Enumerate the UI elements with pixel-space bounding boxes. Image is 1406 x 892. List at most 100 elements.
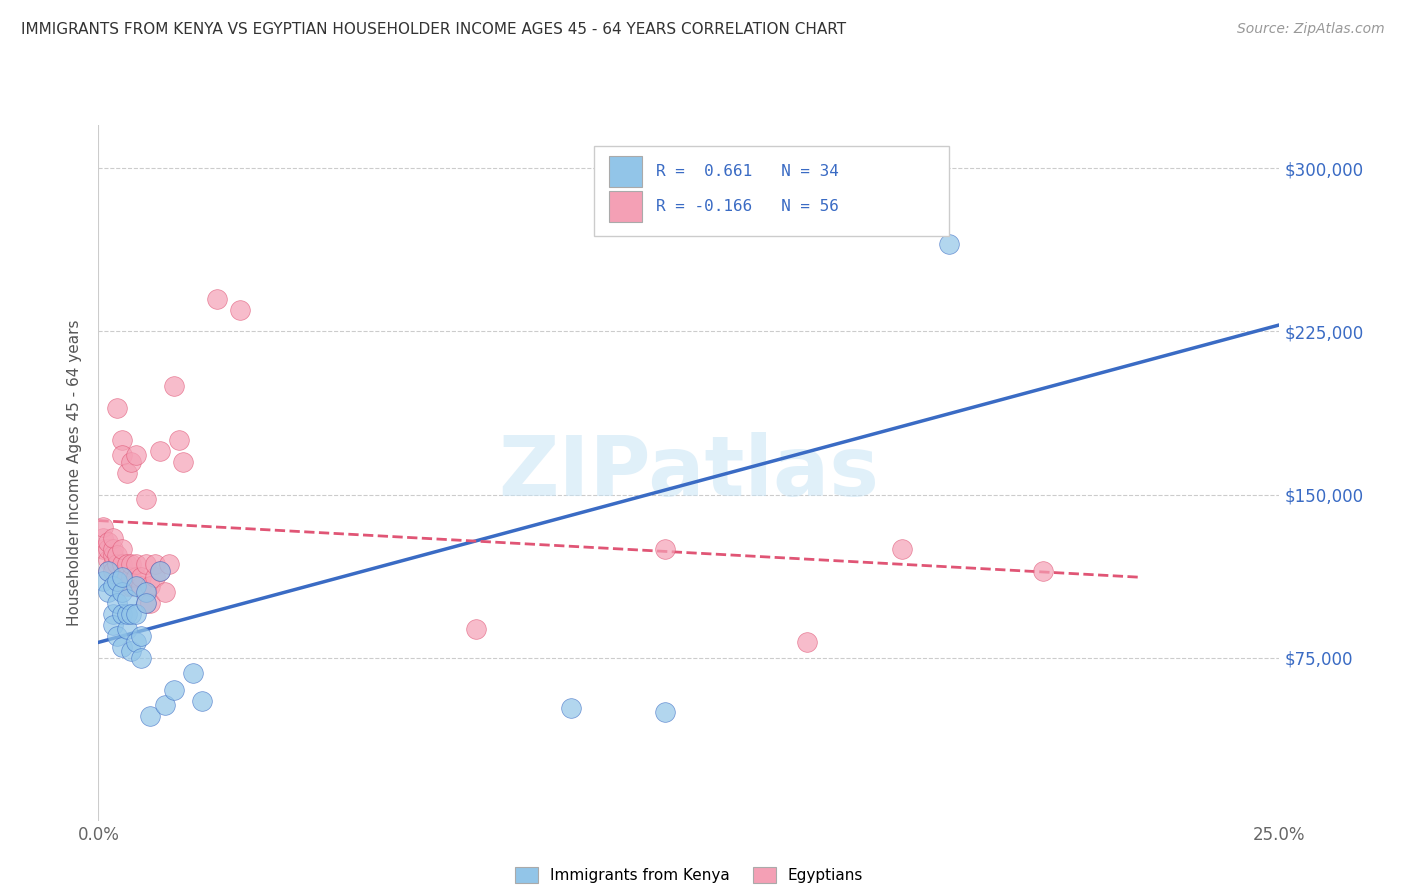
Point — [91, 574, 114, 589]
Point — [101, 607, 124, 621]
Point — [125, 448, 148, 462]
Point — [796, 635, 818, 649]
Point — [115, 570, 138, 584]
Point — [129, 570, 152, 584]
Legend: Immigrants from Kenya, Egyptians: Immigrants from Kenya, Egyptians — [509, 862, 869, 889]
Point — [97, 564, 120, 578]
Point — [115, 579, 138, 593]
Point — [938, 237, 960, 252]
Point — [105, 549, 128, 563]
Point — [125, 557, 148, 571]
Point — [111, 607, 134, 621]
Point — [125, 570, 148, 584]
Point — [129, 579, 152, 593]
Text: ZIPatlas: ZIPatlas — [499, 433, 879, 513]
Point — [111, 433, 134, 447]
Point — [97, 535, 120, 549]
Text: IMMIGRANTS FROM KENYA VS EGYPTIAN HOUSEHOLDER INCOME AGES 45 - 64 YEARS CORRELAT: IMMIGRANTS FROM KENYA VS EGYPTIAN HOUSEH… — [21, 22, 846, 37]
Point — [111, 541, 134, 556]
Point — [229, 302, 252, 317]
Point — [139, 709, 162, 723]
Point — [91, 531, 114, 545]
Point — [115, 607, 138, 621]
Point — [163, 378, 186, 392]
Text: R = -0.166   N = 56: R = -0.166 N = 56 — [655, 199, 839, 214]
Text: Source: ZipAtlas.com: Source: ZipAtlas.com — [1237, 22, 1385, 37]
Point — [149, 564, 172, 578]
Point — [105, 574, 128, 589]
Point — [135, 596, 157, 610]
Point — [97, 585, 120, 599]
Point — [163, 683, 186, 698]
Point — [97, 552, 120, 567]
Point — [101, 579, 124, 593]
Point — [890, 541, 912, 556]
Point — [105, 596, 128, 610]
Point — [111, 570, 134, 584]
Point — [105, 401, 128, 415]
Point — [111, 640, 134, 654]
Point — [115, 623, 138, 637]
Point — [191, 694, 214, 708]
Point — [121, 455, 143, 469]
FancyBboxPatch shape — [595, 145, 949, 236]
Point — [1032, 564, 1054, 578]
Point — [143, 557, 166, 571]
Point — [115, 591, 138, 606]
Point — [135, 557, 157, 571]
Point — [135, 585, 157, 599]
Point — [91, 520, 114, 534]
Point — [121, 579, 143, 593]
Point — [205, 292, 228, 306]
Point — [121, 607, 143, 621]
Point — [181, 665, 204, 680]
Point — [101, 549, 124, 563]
Point — [115, 557, 138, 571]
Point — [111, 585, 134, 599]
Point — [135, 596, 157, 610]
Point — [111, 570, 134, 584]
Point — [125, 635, 148, 649]
Point — [143, 570, 166, 584]
Point — [91, 541, 114, 556]
Point — [111, 557, 134, 571]
Point — [125, 579, 148, 593]
Point — [105, 629, 128, 643]
Point — [129, 629, 152, 643]
Point — [101, 564, 124, 578]
Point — [121, 557, 143, 571]
Point — [121, 644, 143, 658]
Point — [101, 531, 124, 545]
Point — [97, 564, 120, 578]
Point — [111, 448, 134, 462]
Point — [125, 607, 148, 621]
Point — [149, 564, 172, 578]
Text: R =  0.661   N = 34: R = 0.661 N = 34 — [655, 164, 839, 179]
Bar — [609, 191, 641, 222]
Point — [157, 557, 180, 571]
Point — [101, 541, 124, 556]
Point — [153, 585, 176, 599]
Point — [149, 444, 172, 458]
Point — [101, 557, 124, 571]
Point — [654, 705, 676, 719]
Point — [97, 541, 120, 556]
Point — [105, 557, 128, 571]
Point — [172, 455, 194, 469]
Point — [135, 585, 157, 599]
Point — [465, 623, 488, 637]
Y-axis label: Householder Income Ages 45 - 64 years: Householder Income Ages 45 - 64 years — [67, 319, 83, 626]
Bar — [609, 156, 641, 187]
Point — [139, 579, 162, 593]
Point — [135, 491, 157, 506]
Point — [560, 700, 582, 714]
Point — [101, 618, 124, 632]
Point — [167, 433, 190, 447]
Point — [153, 698, 176, 713]
Point — [115, 466, 138, 480]
Point — [105, 574, 128, 589]
Point — [121, 570, 143, 584]
Point — [654, 541, 676, 556]
Point — [129, 650, 152, 665]
Point — [139, 596, 162, 610]
